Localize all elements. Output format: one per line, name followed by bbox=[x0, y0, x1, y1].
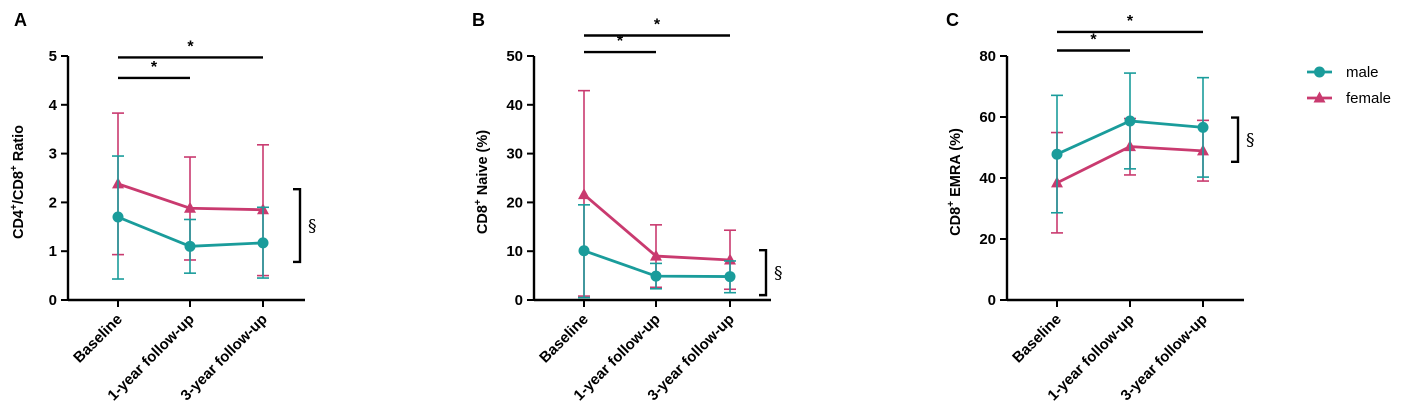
significance-marker: * bbox=[617, 33, 624, 50]
significance-marker: * bbox=[654, 17, 661, 34]
y-tick-label: 40 bbox=[979, 170, 996, 187]
y-axis-title-part: EMRA (%) bbox=[948, 128, 964, 201]
panel-label: C bbox=[946, 10, 959, 30]
y-tick-label: 0 bbox=[515, 292, 523, 309]
bracket-marker: § bbox=[308, 217, 317, 237]
panel-label: A bbox=[14, 10, 27, 30]
group-bracket bbox=[1231, 116, 1240, 164]
significance-marker: * bbox=[151, 59, 158, 76]
y-axis-title-part: CD8 bbox=[948, 207, 964, 236]
group-bracket bbox=[293, 188, 302, 264]
significance-marker: * bbox=[1090, 32, 1097, 49]
y-axis-title-part: CD4 bbox=[11, 210, 27, 239]
x-tick-label: Baseline bbox=[1009, 311, 1065, 367]
legend-item-male: male bbox=[1307, 64, 1379, 81]
y-tick-label: 1 bbox=[49, 243, 57, 260]
y-tick-label: 0 bbox=[49, 292, 57, 309]
group-bracket bbox=[759, 249, 768, 297]
y-axis-title-superscript: + bbox=[473, 199, 484, 205]
data-point bbox=[578, 188, 590, 200]
y-tick-label: 40 bbox=[506, 97, 523, 114]
series-male bbox=[1051, 72, 1209, 214]
significance-marker: * bbox=[1127, 13, 1134, 30]
y-tick-label: 80 bbox=[979, 48, 996, 65]
y-axis-title: CD8+ Naive (%) bbox=[473, 130, 491, 234]
y-axis-title-superscript: + bbox=[9, 204, 20, 210]
y-tick-label: 4 bbox=[49, 97, 58, 114]
legend-label: male bbox=[1346, 64, 1379, 81]
y-tick-label: 60 bbox=[979, 109, 996, 126]
y-tick-label: 30 bbox=[506, 146, 523, 163]
y-tick-label: 50 bbox=[506, 48, 523, 65]
data-point bbox=[1051, 148, 1063, 160]
x-tick-label: Baseline bbox=[70, 311, 126, 367]
y-axis-title-part: /CD8 bbox=[11, 171, 27, 204]
y-axis-title-part: CD8 bbox=[475, 205, 491, 234]
y-tick-label: 20 bbox=[979, 231, 996, 248]
legend-triangle-icon bbox=[1313, 91, 1326, 103]
data-point bbox=[1124, 115, 1136, 127]
y-axis-title: CD4+/CD8+ Ratio bbox=[9, 125, 27, 239]
significance-marker: * bbox=[187, 38, 194, 55]
data-point bbox=[112, 211, 124, 223]
series-male bbox=[112, 155, 269, 280]
data-point bbox=[184, 201, 196, 213]
series-male bbox=[578, 204, 736, 299]
series-line bbox=[583, 193, 731, 262]
data-point bbox=[650, 249, 662, 261]
legend-label: female bbox=[1346, 90, 1391, 107]
y-tick-label: 20 bbox=[506, 194, 523, 211]
y-axis-title-part: Ratio bbox=[11, 125, 27, 165]
bracket-marker: § bbox=[774, 264, 783, 284]
y-axis-title-superscript: + bbox=[9, 165, 20, 171]
legend-circle-icon bbox=[1314, 66, 1325, 78]
panel-label: B bbox=[472, 10, 485, 30]
y-tick-label: 3 bbox=[49, 146, 57, 163]
data-point bbox=[257, 237, 269, 249]
bracket-marker: § bbox=[1246, 131, 1255, 151]
data-point bbox=[650, 270, 662, 282]
y-tick-label: 0 bbox=[988, 292, 996, 309]
data-point bbox=[578, 245, 590, 257]
data-point bbox=[724, 271, 736, 283]
y-axis-title-part: Naive (%) bbox=[475, 130, 491, 199]
y-axis-title-superscript: + bbox=[946, 201, 957, 207]
y-tick-label: 2 bbox=[49, 194, 57, 211]
x-tick-label: Baseline bbox=[536, 311, 592, 367]
y-tick-label: 10 bbox=[506, 243, 523, 260]
series-female bbox=[578, 89, 736, 297]
data-point bbox=[1197, 121, 1209, 133]
legend: male female bbox=[1307, 64, 1391, 107]
y-axis-title: CD8+ EMRA (%) bbox=[946, 128, 964, 236]
legend-item-female: female bbox=[1307, 90, 1391, 107]
y-tick-label: 5 bbox=[49, 48, 57, 65]
data-point bbox=[184, 240, 196, 252]
